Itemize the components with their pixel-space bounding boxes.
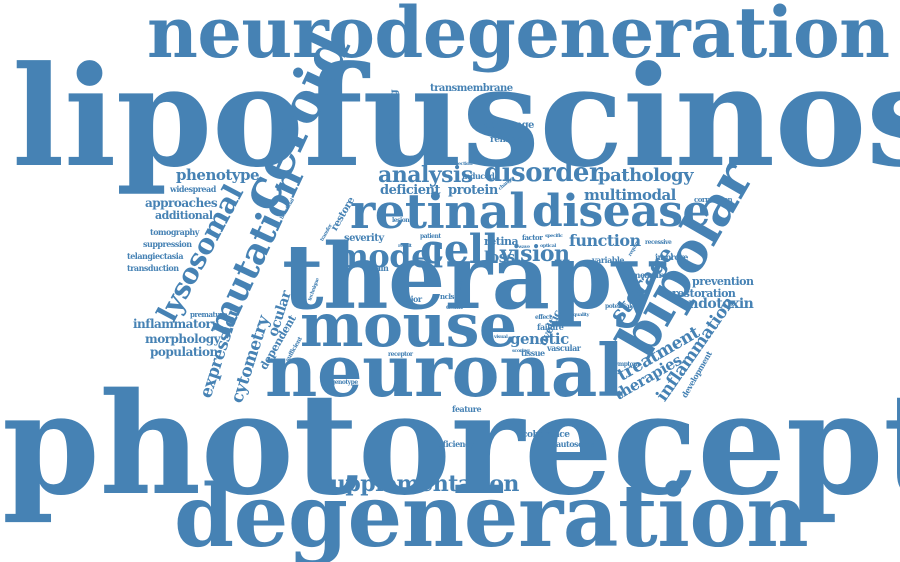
word-premature: premature (190, 310, 227, 319)
word-lesion: lesion (392, 217, 410, 224)
word-pathology: pathology (598, 165, 694, 186)
word-endotoxin: endotoxin (680, 296, 754, 312)
word-quality: quality (573, 312, 589, 318)
word-prevention: prevention (692, 275, 754, 288)
word-neuronal: neuronal (265, 328, 624, 413)
word-vision: vision (500, 241, 570, 267)
word-retinal: retinal (350, 184, 527, 240)
word-major: major (398, 294, 422, 304)
word-receptor: receptor (388, 351, 413, 358)
word-recessive: recessive (645, 239, 672, 246)
word-function: function (569, 231, 641, 250)
word-telangiectasia: telangiectasia (127, 251, 184, 261)
word-inflammatory: inflammatory (133, 317, 218, 331)
word-correlation: correlation (694, 195, 733, 204)
word-neurodegeneration: neurodegeneration (147, 0, 890, 74)
word-supplementation: supplementation (318, 471, 519, 497)
word-cell: cell (420, 226, 499, 273)
word-phenotype: phenotype (176, 166, 260, 184)
word-induced: induced (462, 171, 495, 181)
word-scoring: scoring (512, 348, 530, 354)
word-photoreceptor: photoreceptor (2, 363, 900, 527)
word-symptom: symptom (612, 361, 640, 368)
word-ncls: ncls (440, 292, 454, 301)
word-deficiency: deficiency (433, 439, 474, 449)
word-measure: measure (632, 270, 667, 280)
word-challenge: challenge (484, 120, 534, 131)
word-variable: variable (592, 255, 625, 265)
word-protein: protein (448, 183, 498, 198)
word-retina: retina (484, 235, 519, 248)
word-confounding: confounding (389, 89, 400, 155)
word-transmembrane: transmembrane (430, 83, 513, 94)
word-disease: disease (532, 186, 711, 237)
word-coherence: coherence (522, 430, 570, 440)
word-restoration: restoration (672, 287, 736, 300)
word-wave: wave (518, 244, 530, 250)
word-additional: additional (155, 209, 213, 222)
word-optical: optical (540, 243, 556, 249)
word-mouse: mouse (300, 291, 517, 361)
word-death: death (446, 304, 463, 311)
word-effect: effect (535, 314, 552, 321)
word-morphology: morphology (145, 332, 221, 346)
word-visual: visual (494, 334, 508, 340)
word-therapy: therapy (282, 224, 664, 330)
word-severity: severity (344, 233, 384, 244)
word-degeneration: degeneration (174, 466, 809, 562)
word-feature: feature (452, 404, 482, 414)
word-disorder: disorder (484, 158, 603, 188)
word-autosomal: autosomal (556, 439, 599, 449)
word-transduction: transduction (127, 263, 179, 273)
word-tissue: tissue (521, 348, 545, 358)
word-vascular: vascular (547, 343, 581, 353)
word-multimodal: multimodal (584, 186, 676, 204)
word-genotype: genotype (331, 379, 358, 386)
word-population: population (150, 345, 218, 359)
word-patient: patient (420, 233, 441, 240)
word-brain: brain (367, 263, 389, 273)
word-widespread: widespread (170, 184, 216, 194)
word-failure: failure (537, 322, 564, 332)
word-potential: potential (605, 303, 631, 310)
word-improve: improve (655, 252, 688, 262)
word-loss: loss (484, 248, 515, 266)
word-tomography: tomography (150, 227, 199, 237)
word-genetic: genetic (510, 330, 569, 348)
word-removal: removal (490, 135, 527, 145)
word-model: model (335, 237, 443, 275)
word-suppression: suppression (143, 239, 192, 249)
word-approaches: approaches (145, 196, 218, 210)
word-deficient: deficient (380, 183, 440, 198)
word-analysis: analysis (378, 162, 473, 188)
word-result: result (398, 243, 412, 249)
word-factor: factor (522, 233, 543, 242)
word-injection: injection (452, 161, 473, 167)
word-specific: specific (545, 233, 563, 239)
word-lipofuscinoses: lipofuscinoses (12, 35, 900, 198)
